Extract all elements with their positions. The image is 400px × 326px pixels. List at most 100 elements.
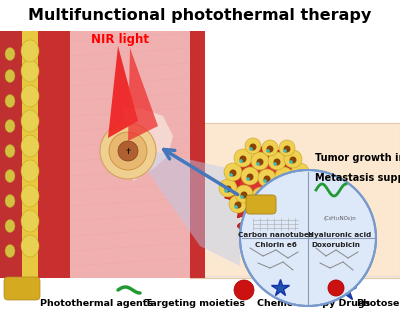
Circle shape — [229, 173, 233, 177]
Circle shape — [234, 280, 254, 300]
Text: Photothermal agents: Photothermal agents — [40, 299, 153, 308]
Ellipse shape — [5, 244, 15, 258]
Polygon shape — [0, 31, 22, 278]
Circle shape — [239, 159, 243, 163]
Circle shape — [251, 212, 255, 216]
Circle shape — [263, 205, 281, 223]
Polygon shape — [38, 31, 70, 278]
Circle shape — [249, 147, 253, 151]
Ellipse shape — [21, 135, 39, 157]
Circle shape — [256, 162, 260, 166]
Circle shape — [109, 132, 147, 170]
Circle shape — [246, 173, 254, 181]
Circle shape — [264, 175, 270, 183]
Circle shape — [280, 173, 288, 181]
Text: ✝: ✝ — [124, 146, 132, 156]
Polygon shape — [190, 31, 205, 278]
Ellipse shape — [5, 144, 15, 157]
Circle shape — [251, 152, 269, 170]
Circle shape — [275, 167, 293, 185]
Circle shape — [274, 194, 282, 200]
Circle shape — [291, 163, 309, 181]
Circle shape — [229, 195, 247, 213]
Circle shape — [296, 173, 300, 177]
Ellipse shape — [5, 219, 15, 232]
Circle shape — [274, 158, 280, 166]
Circle shape — [256, 158, 264, 166]
Circle shape — [283, 149, 287, 153]
Circle shape — [268, 215, 272, 219]
Text: (C₈H₁₃NO₆)n: (C₈H₁₃NO₆)n — [324, 216, 356, 221]
Circle shape — [296, 170, 304, 176]
Ellipse shape — [5, 170, 15, 183]
Circle shape — [268, 152, 286, 170]
Circle shape — [280, 177, 284, 181]
Circle shape — [273, 162, 277, 166]
Text: Hyaluronic acid: Hyaluronic acid — [308, 232, 372, 238]
Circle shape — [286, 183, 304, 201]
Circle shape — [274, 197, 278, 201]
Polygon shape — [0, 31, 205, 278]
Ellipse shape — [5, 120, 15, 132]
Circle shape — [290, 156, 296, 164]
Ellipse shape — [238, 219, 292, 232]
Polygon shape — [22, 31, 38, 278]
Text: Chemotherapy Drugs: Chemotherapy Drugs — [257, 299, 370, 308]
Polygon shape — [108, 46, 138, 138]
Circle shape — [224, 185, 232, 192]
Circle shape — [296, 195, 314, 213]
Circle shape — [246, 202, 264, 220]
Circle shape — [292, 189, 298, 197]
Circle shape — [280, 201, 298, 219]
Circle shape — [268, 212, 276, 218]
Ellipse shape — [21, 235, 39, 257]
Text: Doxorubicin: Doxorubicin — [312, 242, 360, 248]
Ellipse shape — [5, 69, 15, 82]
Circle shape — [258, 169, 276, 187]
Text: NIR light: NIR light — [91, 33, 149, 46]
Circle shape — [241, 167, 259, 185]
Polygon shape — [225, 144, 307, 228]
FancyBboxPatch shape — [246, 195, 276, 214]
Ellipse shape — [21, 160, 39, 182]
Ellipse shape — [5, 48, 15, 61]
Circle shape — [291, 193, 295, 197]
Polygon shape — [130, 146, 240, 266]
Circle shape — [234, 201, 242, 209]
Text: Photosensitizers: Photosensitizers — [356, 299, 400, 308]
Polygon shape — [128, 48, 158, 141]
Circle shape — [301, 205, 305, 209]
Circle shape — [252, 209, 258, 215]
Circle shape — [257, 197, 261, 201]
Ellipse shape — [21, 40, 39, 62]
Text: Tumor growth inhibition: Tumor growth inhibition — [315, 153, 400, 163]
Circle shape — [234, 205, 238, 209]
Ellipse shape — [21, 110, 39, 132]
Circle shape — [240, 191, 248, 199]
Circle shape — [224, 189, 228, 193]
Circle shape — [289, 160, 293, 164]
Circle shape — [240, 195, 244, 199]
Circle shape — [266, 149, 270, 153]
Ellipse shape — [240, 222, 290, 230]
Text: Targeting moieties: Targeting moieties — [145, 299, 245, 308]
Circle shape — [252, 187, 270, 205]
Ellipse shape — [21, 185, 39, 207]
Circle shape — [328, 280, 344, 296]
Text: Metastasis suppression: Metastasis suppression — [315, 173, 400, 183]
Circle shape — [308, 184, 314, 190]
Circle shape — [285, 211, 289, 215]
Circle shape — [219, 179, 237, 197]
Circle shape — [262, 140, 278, 156]
Circle shape — [286, 208, 292, 215]
Ellipse shape — [5, 95, 15, 108]
Circle shape — [266, 145, 274, 153]
Bar — [190, 123, 400, 278]
Circle shape — [258, 194, 264, 200]
Polygon shape — [123, 106, 173, 181]
Ellipse shape — [21, 85, 39, 107]
Circle shape — [240, 161, 290, 211]
Circle shape — [284, 145, 290, 153]
Circle shape — [230, 170, 236, 176]
Circle shape — [269, 187, 287, 205]
